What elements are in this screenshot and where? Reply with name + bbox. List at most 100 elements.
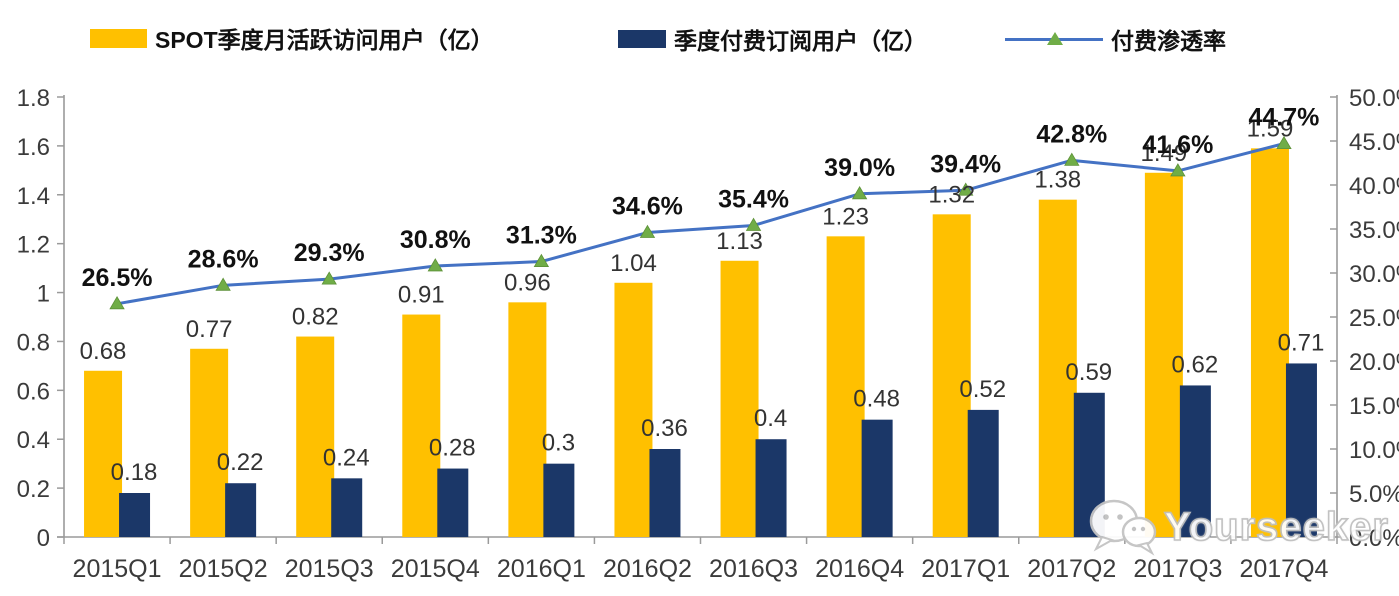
- right-axis-tick-label: 15.0%: [1349, 393, 1399, 420]
- mau-value-label: 1.32: [928, 181, 975, 208]
- penetration-marker-2017Q3: [1170, 163, 1186, 177]
- penetration-marker-2016Q1: [533, 253, 550, 267]
- right-axis-tick-label: 50.0%: [1349, 85, 1399, 112]
- mau-value-label: 1.59: [1247, 115, 1294, 142]
- bar-subscribers-2017Q4: [1285, 363, 1317, 537]
- right-axis-tick-label: 5.0%: [1349, 481, 1399, 508]
- x-axis-category-label: 2016Q4: [815, 555, 904, 583]
- mau-value-label: 0.91: [398, 282, 445, 309]
- penetration-line-swatch: [1005, 29, 1103, 49]
- mau-value-label: 0.96: [504, 269, 551, 296]
- penetration-marker-2016Q4: [851, 186, 868, 200]
- mau-value-label: 1.23: [822, 203, 869, 230]
- penetration-pct-label: 28.6%: [188, 245, 259, 273]
- penetration-pct-label: 29.3%: [294, 239, 365, 267]
- left-axis-tick-label: 0.8: [17, 329, 50, 356]
- penetration-marker-2016Q2: [639, 224, 656, 238]
- legend-item-mau: SPOT季度月活跃访问用户（亿）: [90, 21, 494, 55]
- subscribers-value-label: 0.22: [217, 449, 264, 476]
- subscribers-value-label: 0.59: [1065, 359, 1112, 386]
- penetration-line: [116, 142, 1285, 306]
- bar-mau-2015Q1: [84, 370, 123, 537]
- x-axis-category-label: 2015Q1: [73, 555, 162, 583]
- right-axis-tick-label: 35.0%: [1349, 217, 1399, 244]
- left-axis-tick-label: 1.2: [17, 232, 50, 259]
- bar-subscribers-2015Q1: [119, 493, 151, 537]
- penetration-pct-label: 30.8%: [400, 226, 471, 254]
- bar-mau-2015Q4: [402, 314, 441, 537]
- subscribers-value-label: 0.48: [853, 386, 900, 413]
- penetration-pct-label: 34.6%: [612, 193, 683, 221]
- x-axis-category-label: 2016Q2: [603, 555, 692, 583]
- subscribers-swatch: [618, 30, 666, 48]
- penetration-marker-2017Q1: [958, 182, 974, 196]
- subscribers-value-label: 0.28: [429, 435, 476, 462]
- right-axis-tick-label: 20.0%: [1349, 349, 1399, 376]
- penetration-marker-2017Q4: [1276, 135, 1292, 150]
- mau-value-label: 1.49: [1141, 140, 1188, 167]
- x-axis-category-label: 2015Q2: [179, 555, 268, 583]
- bar-subscribers-2015Q3: [331, 478, 363, 537]
- bar-subscribers-2016Q2: [649, 449, 681, 537]
- bar-mau-2016Q4: [826, 236, 865, 538]
- penetration-marker-2016Q3: [745, 217, 762, 231]
- penetration-pct-label: 39.0%: [824, 154, 895, 182]
- bar-subscribers-2016Q1: [543, 463, 575, 537]
- bar-mau-2015Q2: [190, 348, 229, 537]
- x-axis-category-label: 2017Q1: [921, 555, 1010, 583]
- mau-value-label: 0.68: [80, 338, 127, 365]
- penetration-pct-label: 41.6%: [1142, 131, 1213, 159]
- bar-mau-2017Q4: [1250, 148, 1289, 538]
- subscribers-value-label: 0.71: [1278, 329, 1325, 356]
- penetration-marker-2015Q3: [321, 271, 337, 285]
- left-axis-tick-label: 1.6: [17, 134, 50, 161]
- legend-label-subscribers: 季度付费订阅用户（亿）: [674, 28, 927, 54]
- penetration-pct-label: 42.8%: [1036, 120, 1107, 148]
- right-axis-tick-label: 30.0%: [1349, 261, 1399, 288]
- bar-subscribers-2017Q2: [1073, 392, 1105, 537]
- subscribers-value-label: 0.3: [542, 430, 575, 457]
- x-axis-category-label: 2017Q4: [1239, 555, 1328, 583]
- triangle-marker-icon: [1047, 32, 1063, 45]
- right-axis-tick-label: 10.0%: [1349, 437, 1399, 464]
- x-axis-category-label: 2017Q3: [1133, 555, 1222, 583]
- left-axis-tick-label: 1.4: [17, 183, 50, 210]
- left-axis-tick-label: 0.2: [17, 476, 50, 503]
- bar-mau-2016Q1: [508, 302, 547, 537]
- penetration-pct-label: 35.4%: [718, 185, 789, 213]
- legend-item-subscribers: 季度付费订阅用户（亿）: [618, 22, 927, 56]
- x-axis-category-label: 2015Q3: [285, 555, 374, 583]
- bar-subscribers-2015Q4: [437, 468, 469, 537]
- penetration-pct-label: 31.3%: [506, 222, 577, 250]
- penetration-marker-2017Q2: [1064, 152, 1080, 166]
- right-axis-tick-label: 25.0%: [1349, 305, 1399, 332]
- bar-mau-2017Q1: [932, 214, 971, 538]
- bar-subscribers-2016Q4: [861, 419, 893, 537]
- bar-mau-2015Q3: [296, 336, 335, 537]
- x-axis-category-label: 2015Q4: [391, 555, 480, 583]
- penetration-marker-2015Q2: [215, 277, 231, 291]
- penetration-pct-label: 44.7%: [1249, 104, 1320, 132]
- subscribers-value-label: 0.18: [111, 459, 158, 486]
- legend-item-penetration: 付费渗透率: [1005, 22, 1226, 56]
- subscribers-value-label: 0.52: [959, 376, 1006, 403]
- bar-subscribers-2017Q1: [967, 409, 999, 537]
- x-axis-category-label: 2016Q1: [497, 555, 586, 583]
- penetration-pct-label: 26.5%: [82, 264, 153, 292]
- x-axis-category-label: 2017Q2: [1027, 555, 1116, 583]
- left-axis-tick-label: 1: [37, 281, 50, 308]
- right-axis-tick-label: 40.0%: [1349, 173, 1399, 200]
- mau-value-label: 1.13: [716, 228, 763, 255]
- bar-mau-2017Q2: [1038, 199, 1077, 537]
- mau-value-label: 0.82: [292, 304, 339, 331]
- bar-mau-2016Q3: [720, 260, 759, 537]
- subscribers-value-label: 0.24: [323, 444, 370, 471]
- bar-subscribers-2017Q3: [1179, 385, 1211, 537]
- right-axis-tick-label: 0.0%: [1349, 525, 1399, 552]
- x-axis-category-label: 2016Q3: [709, 555, 798, 583]
- mau-value-label: 1.38: [1034, 167, 1081, 194]
- mau-value-label: 0.77: [186, 316, 233, 343]
- legend-label-penetration: 付费渗透率: [1111, 28, 1226, 54]
- subscribers-value-label: 0.4: [754, 405, 787, 432]
